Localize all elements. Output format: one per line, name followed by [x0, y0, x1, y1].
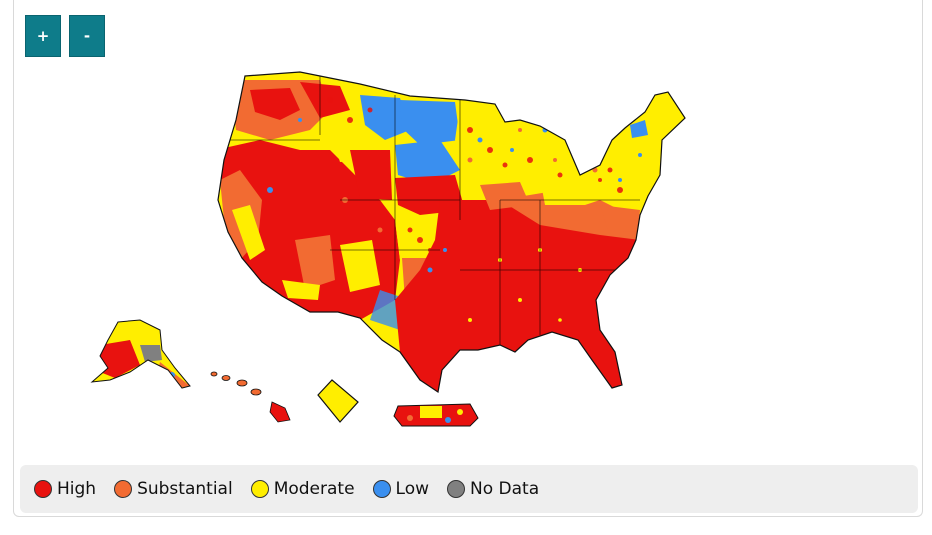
- legend-swatch-icon: [372, 480, 391, 498]
- legend-item-low[interactable]: Low: [372, 479, 430, 499]
- legend-label: Low: [395, 479, 430, 499]
- legend-label: High: [57, 479, 97, 499]
- legend-item-substantial[interactable]: Substantial: [114, 479, 233, 499]
- legend-swatch-icon: [250, 480, 269, 498]
- hawaii-region: [210, 371, 291, 423]
- puerto-rico-region: [393, 403, 479, 427]
- legend-swatch-icon: [114, 480, 133, 498]
- community-level-map[interactable]: [0, 0, 932, 470]
- legend-label: Substantial: [137, 479, 233, 499]
- legend-item-high[interactable]: High: [34, 479, 96, 499]
- legend-label: Moderate: [273, 479, 355, 499]
- legend-label: No Data: [470, 479, 540, 499]
- legend-item-no-data[interactable]: No Data: [447, 479, 539, 499]
- contiguous-us-region: [217, 71, 686, 394]
- map-legend: High Substantial Moderate Low No Data: [20, 465, 918, 513]
- legend-item-moderate[interactable]: Moderate: [250, 479, 355, 499]
- alaska-region: [90, 319, 191, 389]
- zoom-in-button[interactable]: +: [25, 15, 61, 57]
- zoom-out-button[interactable]: -: [69, 15, 105, 57]
- legend-swatch-icon: [34, 480, 52, 498]
- dc-inset-region: [317, 379, 359, 423]
- legend-swatch-icon: [447, 480, 466, 498]
